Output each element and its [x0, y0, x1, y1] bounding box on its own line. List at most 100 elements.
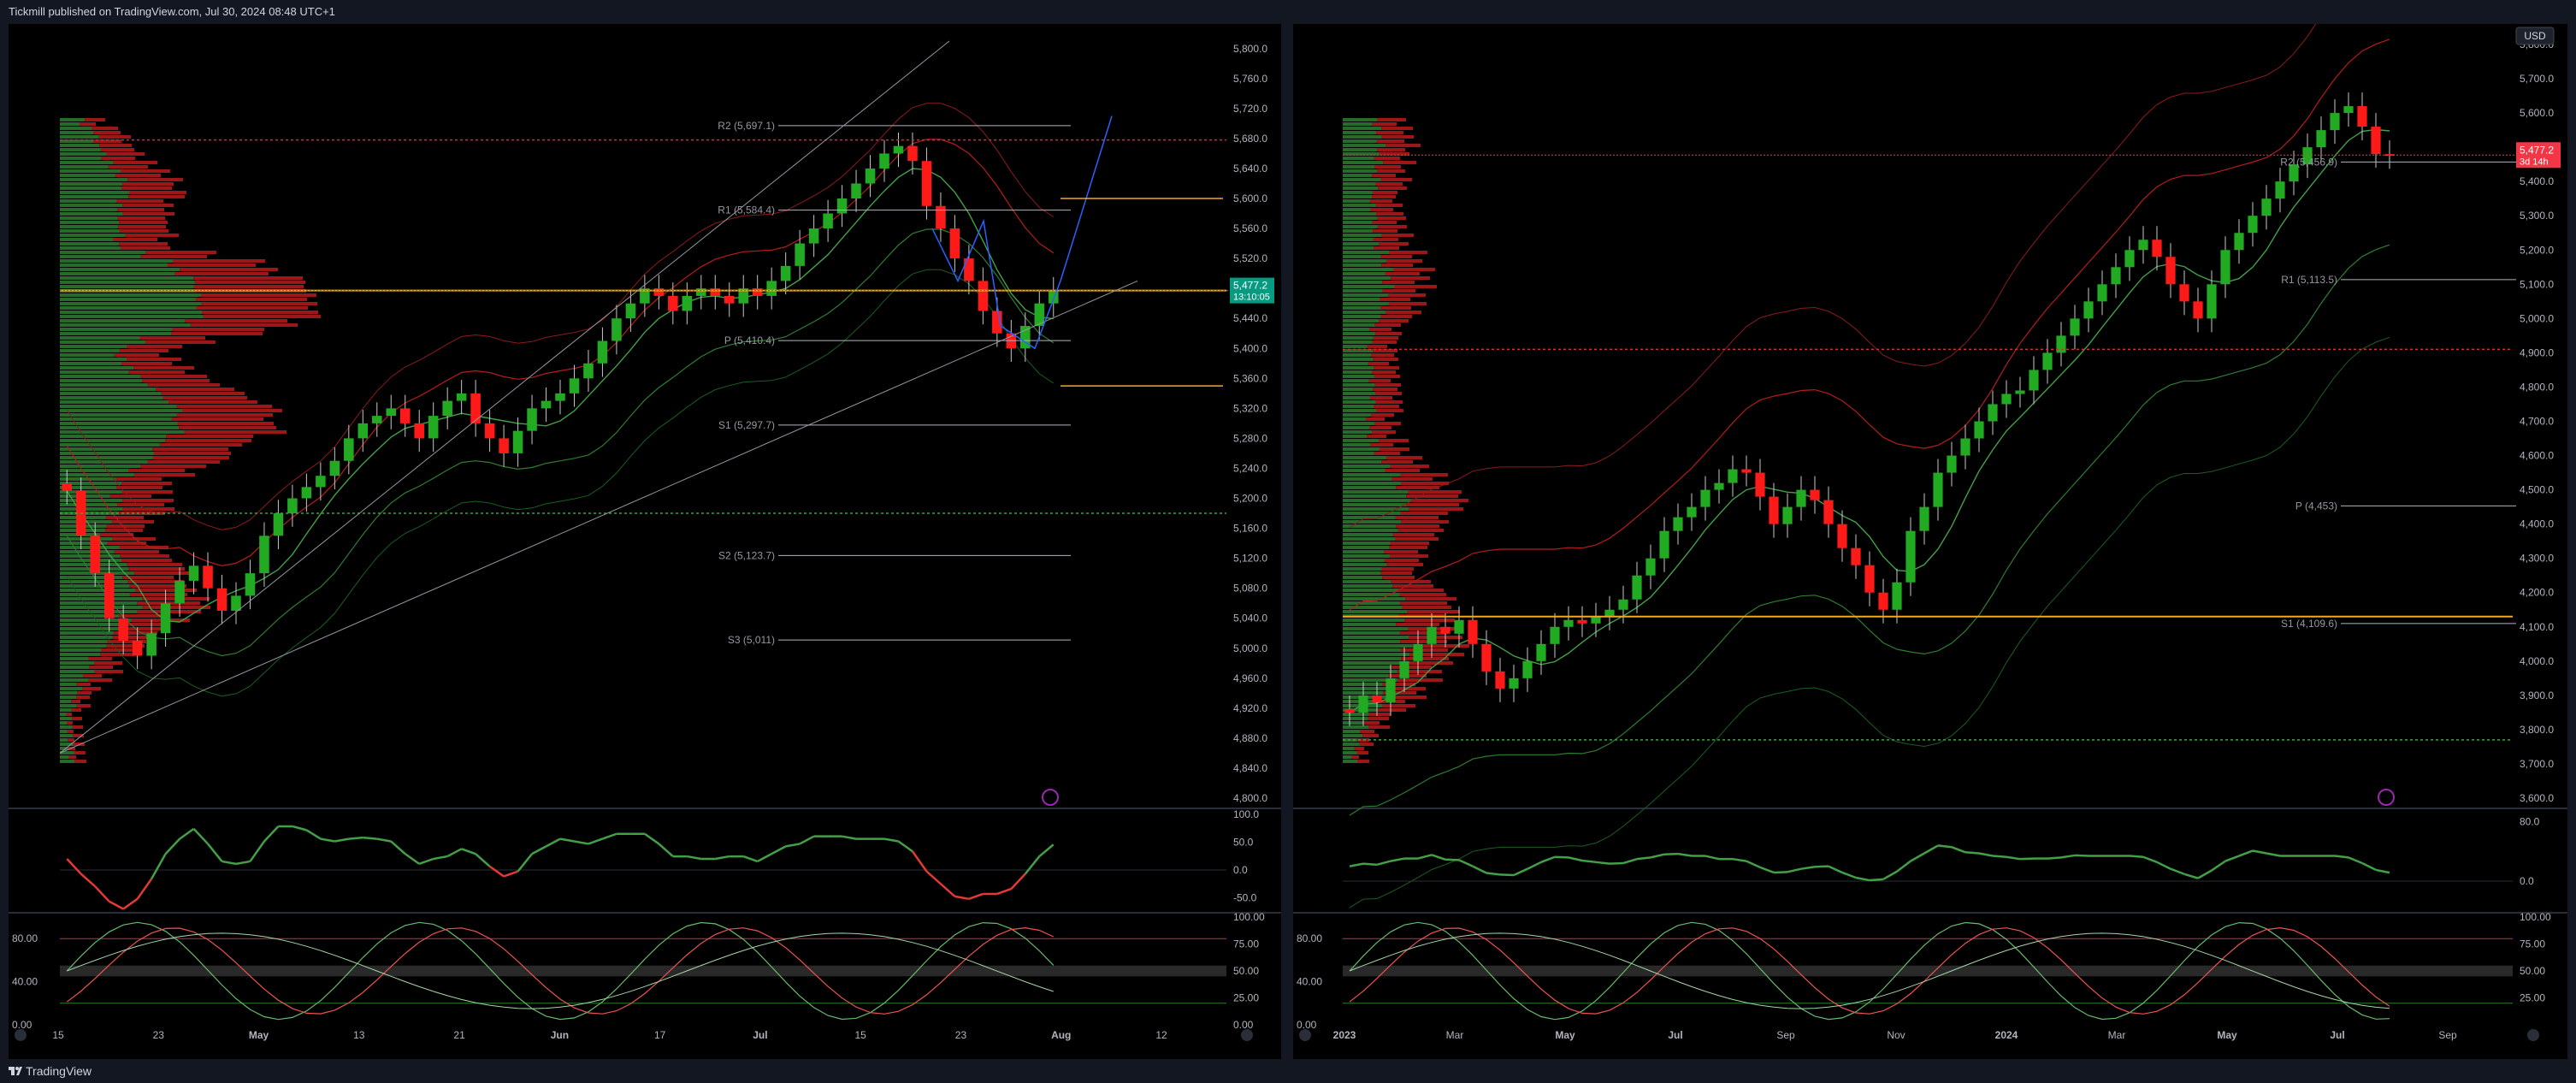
candle-body	[2056, 335, 2066, 353]
volume-profile-bar-down	[111, 520, 154, 524]
stochastic-k-line	[1349, 921, 2390, 1021]
volume-profile-bar-down	[1374, 323, 1401, 327]
volume-profile-bar-down	[142, 379, 210, 382]
candle-body	[456, 393, 467, 401]
volume-profile-bar-up	[60, 118, 86, 121]
volume-profile-bar-up	[60, 666, 90, 669]
momentum-line-segment	[1650, 853, 1665, 859]
volume-profile-bar-down	[1384, 550, 1418, 553]
outer-envelope-upper	[1349, 0, 2333, 529]
momentum-line-segment	[925, 870, 942, 885]
candle-body	[1372, 695, 1382, 702]
volume-profile-bar-up	[1343, 242, 1380, 246]
right-chart-panel[interactable]: R2 (5,456.9) R1 (5,113.5) P (4,453) S1 (4,1…	[1293, 0, 2567, 1059]
volume-profile-bar-down	[100, 148, 134, 151]
candle-body	[442, 400, 452, 417]
candle-body	[118, 618, 128, 641]
volume-profile-bar-up	[1343, 370, 1373, 374]
volume-profile-bar-down	[1356, 751, 1368, 755]
volume-profile-bar-down	[80, 122, 96, 126]
momentum-line-segment	[179, 827, 195, 840]
candle-body	[1034, 303, 1045, 326]
momentum-line-segment	[2375, 868, 2390, 874]
volume-profile-bar-down	[120, 169, 170, 173]
harmonic-projection-line	[931, 115, 1113, 350]
volume-profile-bar-up	[1343, 537, 1396, 541]
volume-profile-bar-up	[1343, 503, 1407, 506]
volume-profile-bar-down	[108, 165, 148, 169]
momentum-line-segment	[1923, 844, 1939, 855]
volume-profile-bar-up	[1343, 332, 1375, 335]
volume-profile-bar-down	[1370, 208, 1393, 211]
candle-body	[2220, 250, 2230, 285]
volume-profile-bar-up	[60, 281, 195, 284]
volume-profile-bar-up	[1343, 417, 1366, 421]
candle-body	[1385, 678, 1396, 702]
volume-profile-bar-down	[121, 482, 172, 485]
candle-body	[62, 482, 73, 491]
volume-profile-bar-down	[201, 293, 316, 297]
momentum-line-segment	[376, 837, 392, 843]
footer-brand[interactable]: TradingView	[26, 1064, 92, 1078]
volume-profile-bar-up	[1343, 734, 1363, 737]
price-axis-tick: 3,600.0	[2520, 792, 2554, 804]
candle-body	[1618, 599, 1628, 610]
outer-envelope-lower	[66, 269, 1055, 697]
volume-profile-bar-up	[1343, 606, 1403, 609]
price-axis-tick: 5,400.0	[2520, 175, 2554, 187]
volume-profile-bar-up	[1343, 631, 1400, 635]
momentum-line-segment	[1978, 852, 1994, 857]
momentum-line-segment	[235, 860, 251, 866]
volume-profile-bar-up	[1343, 747, 1355, 750]
volume-profile-bar-down	[1372, 340, 1397, 344]
momentum-line-segment	[109, 900, 124, 910]
momentum-line-segment	[545, 837, 561, 848]
candle-body	[879, 153, 889, 169]
volume-profile-bar-up	[1343, 379, 1369, 382]
volume-profile-bar-up	[60, 721, 68, 725]
right-chart-svg[interactable]: R2 (5,456.9) R1 (5,113.5) P (4,453) S1 (4,1…	[1293, 0, 2567, 1059]
momentum-line-segment	[390, 840, 406, 855]
price-axis-tick: 5,400.0	[1233, 342, 1267, 354]
price-axis-tick: 5,720.0	[1233, 103, 1267, 115]
volume-profile-bar-up	[60, 725, 73, 729]
momentum-line-segment	[1499, 873, 1515, 877]
candle-body	[1933, 472, 1943, 507]
price-axis-tick: 5,200.0	[1233, 493, 1267, 505]
volume-profile-bar-down	[140, 465, 206, 468]
volume-profile-bar-up	[1343, 512, 1401, 515]
left-chart-panel[interactable]: R2 (5,697.1) R1 (5,584.4) P (5,410.4) S1 (5…	[9, 24, 1281, 1059]
volume-profile-bar-down	[1391, 666, 1432, 669]
candle-body	[344, 438, 354, 461]
momentum-line-segment	[1787, 867, 1802, 873]
candle-body	[273, 513, 284, 536]
volume-profile-bar-down	[180, 268, 278, 271]
volume-profile-bar-down	[1395, 516, 1439, 519]
momentum-line-segment	[1855, 876, 1870, 882]
publish-header: Tickmill published on TradingView.com, J…	[0, 0, 2576, 24]
momentum-line-segment	[1554, 855, 1569, 859]
tradingview-logo-icon[interactable]	[9, 1065, 22, 1077]
volume-profile-bar-down	[1400, 601, 1447, 605]
volume-profile-bar-up	[1343, 396, 1370, 399]
volume-profile-bar-up	[60, 430, 185, 434]
currency-selector	[2515, 27, 2555, 45]
momentum-line-segment	[1896, 860, 1911, 873]
candle-body	[808, 228, 819, 244]
volume-profile-bar-down	[72, 717, 82, 720]
volume-profile-bar-up	[60, 653, 101, 656]
volume-profile-bar-down	[196, 306, 308, 310]
volume-profile-bar-down	[105, 529, 143, 532]
candle-body	[2070, 318, 2080, 336]
volume-profile-bar-down	[1377, 216, 1406, 220]
volume-profile-bar-up	[1343, 554, 1390, 558]
panel-divider[interactable]	[1283, 24, 1291, 1059]
left-chart-svg[interactable]: R2 (5,697.1) R1 (5,584.4) P (5,410.4) S1 (5…	[9, 24, 1281, 1059]
volume-profile-bar-down	[1386, 563, 1423, 566]
volume-profile-bar-up	[1343, 118, 1378, 121]
volume-profile-bar-down	[1409, 653, 1464, 656]
volume-profile-bar-up	[1343, 405, 1374, 408]
candle-body	[1823, 500, 1834, 524]
last-price-countdown: 3d 14h	[2520, 157, 2549, 167]
volume-profile-bar-down	[1393, 268, 1435, 271]
